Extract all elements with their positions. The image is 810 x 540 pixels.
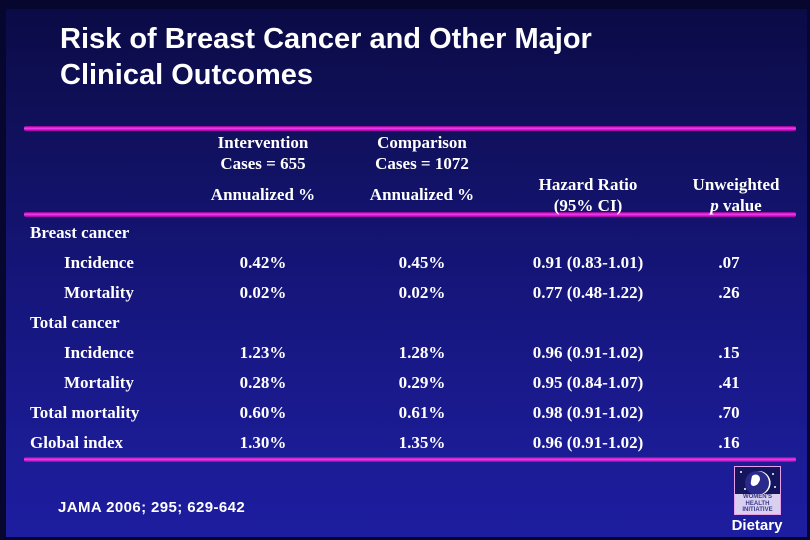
citation: JAMA 2006; 295; 629-642 (58, 499, 246, 516)
hazard-ratio-cell: 0.96 (0.91-1.02) (532, 433, 644, 452)
p-value-cell: .15 (718, 343, 740, 362)
table-row: Total cancer (0, 313, 810, 339)
comparison-title: Comparison (377, 133, 467, 152)
p-value-cell: .16 (718, 433, 740, 452)
p-value-cell: .41 (718, 373, 740, 392)
column-header-annualized-intervention: Annualized % (210, 185, 316, 204)
row-label: Mortality (64, 373, 134, 392)
page-title: Risk of Breast Cancer and Other Major Cl… (60, 21, 770, 93)
table-row: Mortality 0.02% 0.02% 0.77 (0.48-1.22) .… (0, 283, 810, 309)
woman-profile-icon (735, 467, 780, 494)
row-label: Breast cancer (30, 223, 130, 242)
whi-logo-text: WOMEN'S HEALTH INITIATIVE (735, 494, 780, 514)
table-row: Total mortality 0.60% 0.61% 0.98 (0.91-1… (0, 403, 810, 429)
table-row: Incidence 1.23% 1.28% 0.96 (0.91-1.02) .… (0, 343, 810, 369)
hazard-ratio-line1: Hazard Ratio (538, 175, 638, 194)
comparison-cases: Cases = 1072 (375, 154, 469, 173)
row-label: Mortality (64, 283, 134, 302)
unweighted-line2: p value (693, 195, 780, 216)
divider-bottom (24, 457, 796, 462)
p-value-cell: .07 (718, 253, 740, 272)
dietary-label: Dietary (731, 517, 783, 534)
comparison-cell: 0.45% (398, 253, 446, 272)
column-header-comparison: Comparison Cases = 1072 (375, 132, 469, 174)
table-row: Global index 1.30% 1.35% 0.96 (0.91-1.02… (0, 433, 810, 459)
column-header-unweighted-p: Unweighted p value (693, 174, 780, 216)
hazard-ratio-cell: 0.91 (0.83-1.01) (532, 253, 644, 272)
row-label: Incidence (64, 343, 134, 362)
comparison-cell: 0.61% (398, 403, 446, 422)
intervention-cell: 0.02% (239, 283, 287, 302)
page-title-line1: Risk of Breast Cancer and Other Major (60, 23, 592, 55)
hazard-ratio-cell: 0.98 (0.91-1.02) (532, 403, 644, 422)
comparison-cell: 0.02% (398, 283, 446, 302)
intervention-cell: 0.28% (239, 373, 287, 392)
hazard-ratio-line2: (95% CI) (553, 196, 623, 215)
intervention-cell: 0.60% (239, 403, 287, 422)
hazard-ratio-cell: 0.95 (0.84-1.07) (532, 373, 644, 392)
row-label: Total mortality (30, 403, 140, 422)
intervention-cell: 0.42% (239, 253, 287, 272)
hazard-ratio-cell: 0.77 (0.48-1.22) (532, 283, 644, 302)
intervention-cases: Cases = 655 (220, 154, 306, 173)
whi-logo-line2: HEALTH (745, 500, 770, 507)
table-row: Incidence 0.42% 0.45% 0.91 (0.83-1.01) .… (0, 253, 810, 279)
intervention-cell: 1.23% (239, 343, 287, 362)
column-header-intervention: Intervention Cases = 655 (218, 132, 309, 174)
p-symbol: p (710, 196, 719, 215)
comparison-cell: 0.29% (398, 373, 446, 392)
hazard-ratio-cell: 0.96 (0.91-1.02) (532, 343, 644, 362)
intervention-cell: 1.30% (239, 433, 287, 452)
divider-top (24, 126, 796, 131)
column-header-hazard-ratio: Hazard Ratio (95% CI) (539, 174, 638, 216)
table-row: Mortality 0.28% 0.29% 0.95 (0.84-1.07) .… (0, 373, 810, 399)
intervention-title: Intervention (217, 133, 309, 152)
p-value-cell: .70 (718, 403, 740, 422)
value-word: value (718, 196, 762, 215)
row-label: Total cancer (30, 313, 120, 332)
whi-logo: WOMEN'S HEALTH INITIATIVE (734, 466, 781, 515)
unweighted-line1: Unweighted (692, 175, 780, 194)
whi-logo-line1: WOMEN'S (742, 494, 773, 500)
page-title-line2: Clinical Outcomes (60, 59, 314, 91)
row-label: Incidence (64, 253, 134, 272)
column-header-annualized-comparison: Annualized % (369, 185, 475, 204)
row-label: Global index (30, 433, 124, 452)
table-row: Breast cancer (0, 223, 810, 249)
comparison-cell: 1.35% (398, 433, 446, 452)
divider-header (24, 212, 796, 217)
comparison-cell: 1.28% (398, 343, 446, 362)
p-value-cell: .26 (718, 283, 740, 302)
whi-logo-line3: INITIATIVE (742, 507, 773, 513)
